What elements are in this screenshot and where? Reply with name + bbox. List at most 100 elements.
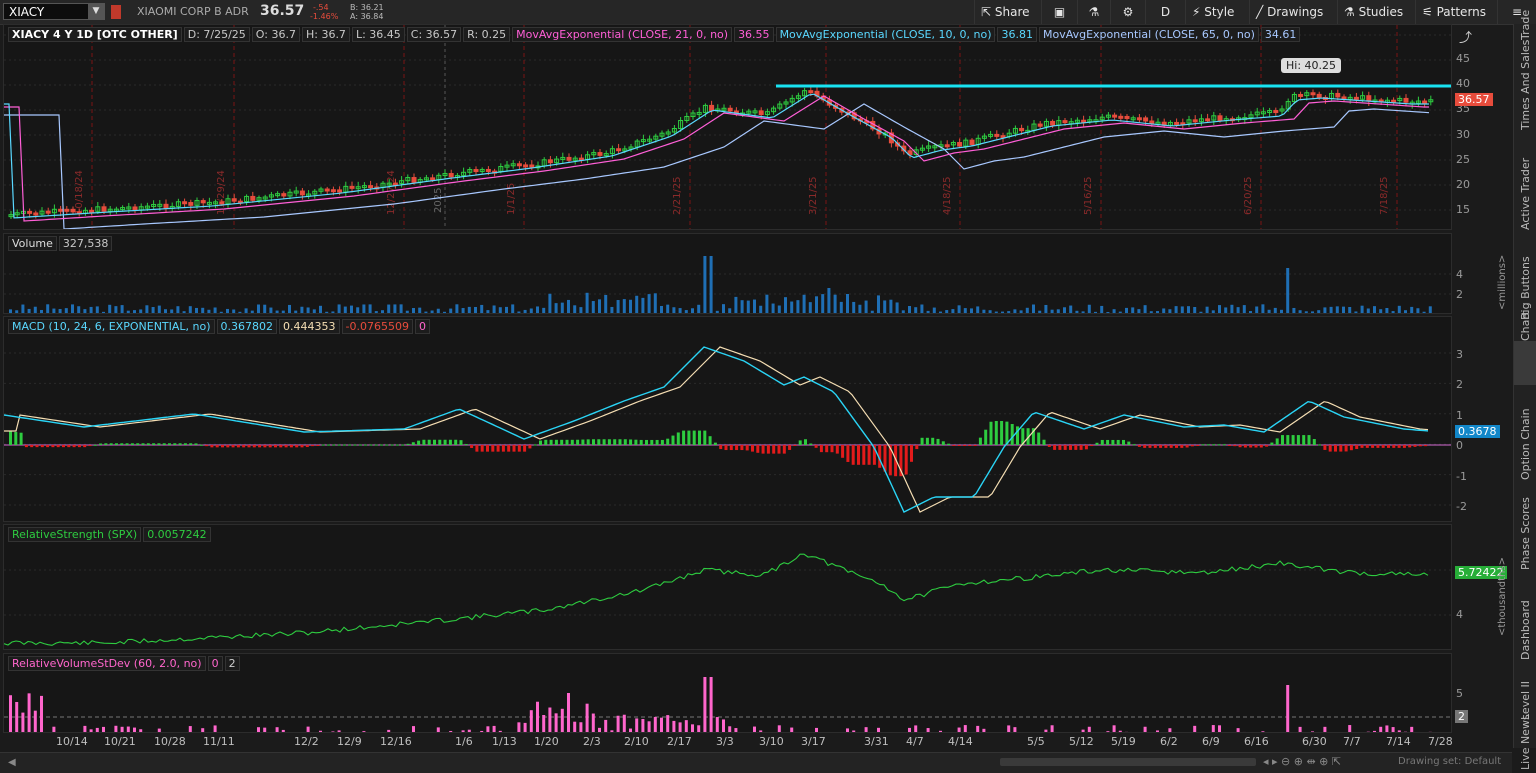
volume-bar — [1094, 311, 1097, 313]
macd-histogram-bar — [295, 445, 299, 448]
menu-button[interactable]: ≡ — [1497, 0, 1536, 24]
candle — [919, 147, 925, 151]
volume-bar — [467, 306, 471, 313]
flask-button[interactable]: ⚗ — [1077, 0, 1110, 24]
volume-bar — [1354, 311, 1358, 313]
volume-bar — [281, 310, 285, 313]
candle — [609, 148, 615, 155]
style-button[interactable]: ⚡ Style — [1185, 0, 1249, 24]
volume-bar — [374, 311, 378, 313]
volume-bar — [195, 307, 198, 313]
macd-histogram-bar — [1233, 445, 1237, 447]
volume-bar — [877, 295, 880, 313]
macd-pane[interactable]: MACD (10, 24, 6, EXPONENTIAL, no) 0.36780… — [3, 316, 1452, 522]
settings-button[interactable]: ⚙ — [1110, 0, 1145, 24]
volume-bar — [988, 310, 992, 313]
rv-bar — [963, 725, 967, 732]
symbol-input[interactable]: XIACY ▼ — [3, 3, 105, 20]
rv-bar — [362, 731, 366, 732]
volume-unit: <millions> — [1497, 254, 1508, 310]
drawings-button[interactable]: ╱ Drawings — [1249, 0, 1337, 24]
volume-pane[interactable]: Volume 327,538 — [3, 233, 1452, 314]
rs-title[interactable]: RelativeStrength (SPX) — [8, 527, 142, 542]
rv-bar — [492, 725, 496, 732]
relative-strength-pane[interactable]: RelativeStrength (SPX) 0.0057242 — [3, 524, 1452, 650]
chevron-down-icon[interactable]: ▼ — [88, 4, 104, 19]
macd-histogram-bar — [766, 445, 770, 454]
rv-bar — [1379, 726, 1383, 732]
volume-bar — [864, 300, 868, 313]
studies-button[interactable]: ⚗ Studies — [1337, 0, 1415, 24]
rv-bar — [486, 726, 490, 732]
candle — [231, 198, 237, 202]
macd-histogram-bar — [671, 435, 675, 445]
zoom-controls[interactable]: ◂ ▸ ⊖ ⊕ ⇹ ⊕ ⇱ — [1263, 755, 1342, 768]
volume-bar — [362, 304, 366, 313]
macd-histogram-bar — [719, 445, 723, 450]
ema21-label[interactable]: MovAvgExponential (CLOSE, 21, 0, no) — [512, 27, 733, 42]
bottom-bar: ◀ ◂ ▸ ⊖ ⊕ ⇹ ⊕ ⇱ Drawing set: Default — [0, 752, 1512, 773]
macd-badge: 0.3678 — [1455, 425, 1500, 438]
macd-title[interactable]: MACD (10, 24, 6, EXPONENTIAL, no) — [8, 319, 215, 334]
volume-bar — [58, 308, 62, 313]
candle — [120, 207, 126, 211]
drawing-set-label[interactable]: Drawing set: Default — [1398, 756, 1502, 767]
candle — [622, 148, 628, 152]
scrollbar[interactable] — [1000, 758, 1256, 766]
x-axis-label: 12/16 — [380, 735, 412, 748]
candle — [640, 139, 646, 143]
share-button[interactable]: ⇱ Share — [974, 0, 1041, 24]
candle — [1130, 117, 1136, 121]
volume-bar — [418, 307, 422, 313]
rv-title[interactable]: RelativeVolumeStDev (60, 2.0, no) — [8, 656, 206, 671]
volume-bar — [746, 300, 750, 313]
volume-bar — [790, 301, 794, 313]
macd-histogram-bar — [316, 445, 320, 446]
scroll-left-icon[interactable]: ◀ — [8, 757, 16, 768]
bid-price: B: 36.21 — [350, 3, 384, 12]
ema10-label[interactable]: MovAvgExponential (CLOSE, 10, 0, no) — [775, 27, 996, 42]
volume-bar — [1205, 306, 1209, 313]
macd-histogram-bar — [1275, 438, 1279, 445]
volume-bar — [263, 304, 267, 313]
ema65-label[interactable]: MovAvgExponential (CLOSE, 65, 0, no) — [1038, 27, 1259, 42]
macd-histogram-bar — [475, 445, 479, 452]
candle — [58, 208, 64, 212]
sidebar-tab-chart[interactable]: Chart — [1514, 311, 1536, 385]
macd-histogram-bar — [83, 445, 87, 448]
rv-badge: 2 — [1455, 710, 1468, 723]
macd-histogram-bar — [1392, 445, 1396, 448]
candle — [1019, 127, 1025, 132]
macd-histogram-bar — [236, 445, 240, 448]
candle — [988, 133, 994, 137]
macd-histogram-bar — [19, 432, 23, 445]
flag-icon[interactable] — [111, 5, 121, 19]
candle — [1260, 111, 1266, 115]
volume-bar — [870, 310, 874, 313]
macd-histogram-bar — [819, 445, 823, 453]
rv-bar — [703, 677, 707, 732]
candle — [597, 152, 603, 156]
relative-volume-pane[interactable]: RelativeVolumeStDev (60, 2.0, no) 0 2 — [3, 653, 1452, 733]
volume-bar — [1385, 308, 1389, 313]
aggregation-button[interactable]: D — [1145, 0, 1185, 24]
rv-bar — [585, 703, 589, 732]
macd-histogram-bar — [125, 443, 129, 445]
volume-bar — [982, 309, 986, 313]
candle — [566, 156, 572, 161]
date-marker-label: 4/18/25 — [942, 176, 953, 215]
top-toolbar: XIACY ▼ XIAOMI CORP B ADR 36.57 -.54 -1.… — [0, 0, 1536, 25]
macd-histogram-bar — [883, 445, 887, 472]
price-pane[interactable]: 10/18/24 11/29/24 12/27/24 1/1/25 2/21/25 3/2… — [3, 24, 1452, 230]
macd-histogram-bar — [1238, 445, 1242, 448]
snapshot-button[interactable]: ▣ — [1041, 0, 1077, 24]
rv-bar — [319, 730, 322, 732]
patterns-button[interactable]: ⚟ Patterns — [1415, 0, 1497, 24]
macd-histogram-bar — [517, 445, 521, 452]
trend-icon[interactable]: ⤴ — [1459, 31, 1473, 46]
volume-bar — [1242, 305, 1246, 313]
macd-histogram-bar — [364, 444, 368, 446]
macd-tick: 0 — [1456, 439, 1463, 453]
candle — [560, 156, 566, 160]
volume-bar — [1304, 311, 1308, 313]
